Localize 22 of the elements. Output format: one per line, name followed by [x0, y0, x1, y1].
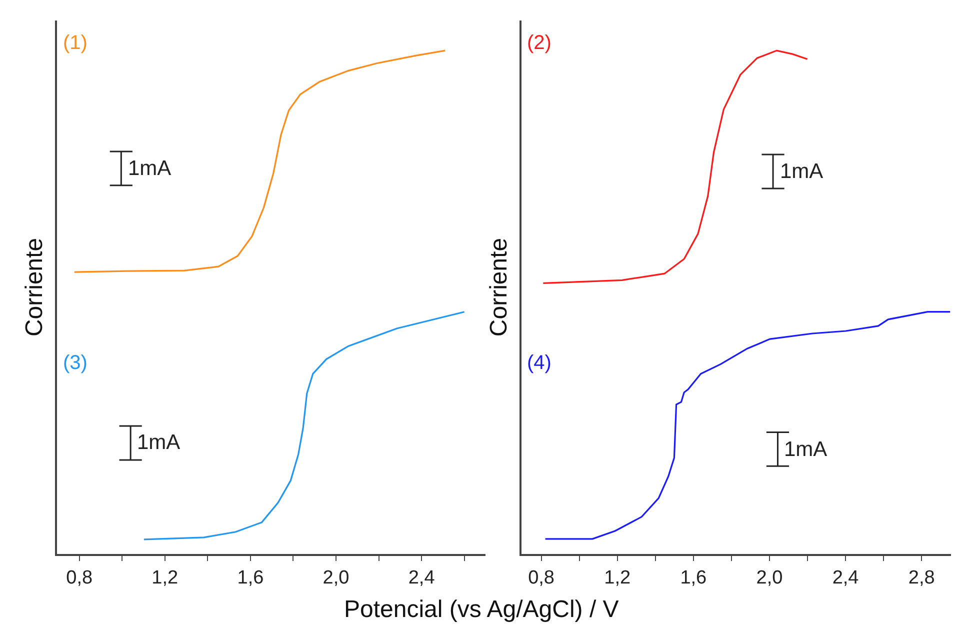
x-tick-label: 1,2	[152, 568, 178, 589]
text: (1)	[63, 32, 88, 54]
y-axis-title: Corriente	[20, 238, 48, 337]
x-tick-label: 1,6	[680, 568, 707, 589]
x-tick-label: 0,8	[528, 568, 554, 589]
x-tick-label: 2,4	[832, 568, 860, 589]
x-tick-label: 1,2	[604, 568, 631, 589]
text: (3)	[63, 352, 88, 374]
annotation: 1mA	[780, 160, 824, 183]
annotation: 1mA	[137, 431, 180, 454]
x-tick-label: 2,4	[408, 568, 436, 589]
x-tick-label: 1,6	[237, 568, 264, 589]
annotation: 1mA	[128, 157, 172, 180]
annotation: 1mA	[784, 438, 828, 461]
y-axis-title: Corriente	[485, 238, 512, 337]
text: (2)	[527, 32, 552, 54]
x-tick-label: 0,8	[66, 568, 93, 589]
text: (4)	[527, 352, 552, 374]
x-axis-title: Potencial (vs Ag/AgCl) / V	[344, 596, 619, 623]
x-tick-label: 2,8	[908, 568, 935, 589]
x-tick-label: 2,0	[322, 568, 350, 589]
x-tick-label: 2,0	[756, 568, 783, 589]
